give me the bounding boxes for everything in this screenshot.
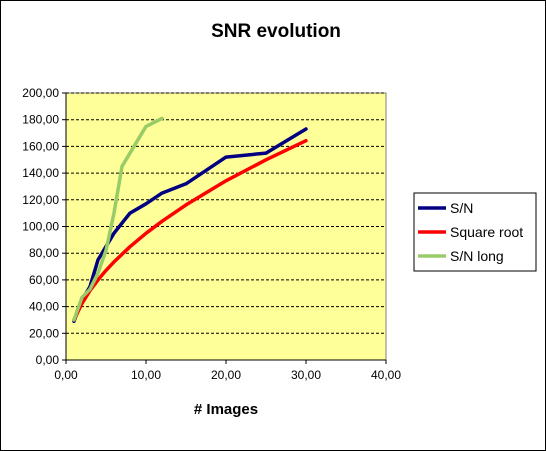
x-tick-label: 0,00 bbox=[54, 368, 78, 382]
y-tick-label: 120,00 bbox=[22, 193, 59, 207]
x-axis-title: # Images bbox=[194, 401, 258, 418]
y-tick-label: 200,00 bbox=[22, 86, 59, 100]
x-axis-ticks: 0,00 10,00 20,00 30,00 40,00 bbox=[54, 359, 401, 382]
y-axis-ticks: 0,00 20,00 40,00 60,00 80,00 100,00 120,00 140,… bbox=[22, 86, 67, 367]
series-line-3 bbox=[72, 116, 164, 322]
legend-label: Square root bbox=[450, 224, 523, 240]
legend: S/N Square root S/N long bbox=[413, 192, 537, 272]
series-lines bbox=[72, 116, 308, 324]
y-tick-label: 60,00 bbox=[29, 273, 59, 287]
grid-lines bbox=[66, 92, 386, 334]
x-tick-label: 30,00 bbox=[291, 368, 321, 382]
x-tick-label: 10,00 bbox=[131, 368, 161, 382]
y-tick-label: 20,00 bbox=[29, 326, 59, 340]
x-tick-label: 40,00 bbox=[371, 368, 401, 382]
legend-label: S/N long bbox=[450, 248, 504, 264]
y-tick-label: 100,00 bbox=[22, 220, 59, 234]
chart-title: SNR evolution bbox=[211, 21, 341, 42]
x-tick-label: 20,00 bbox=[211, 368, 241, 382]
y-tick-label: 40,00 bbox=[29, 300, 59, 314]
legend-label: S/N bbox=[450, 200, 473, 216]
y-tick-label: 140,00 bbox=[22, 166, 59, 180]
y-tick-label: 80,00 bbox=[29, 246, 59, 260]
y-tick-label: 0,00 bbox=[36, 353, 60, 367]
y-tick-label: 180,00 bbox=[22, 113, 59, 127]
y-tick-label: 160,00 bbox=[22, 139, 59, 153]
